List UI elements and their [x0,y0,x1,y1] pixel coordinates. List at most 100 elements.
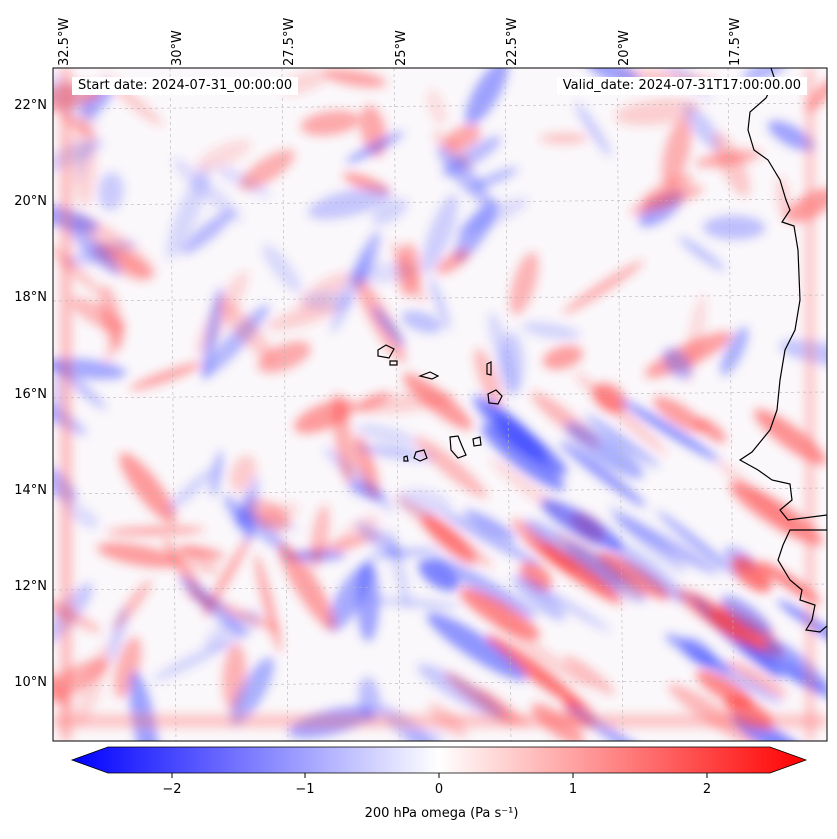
meridian-gridline [504,68,512,741]
ascent-streak [459,588,540,640]
ascent-streak [178,546,219,575]
descent-streak [426,612,527,681]
descent-streak [481,424,565,491]
descent-streak [540,499,623,551]
descent-streak [665,633,732,673]
ascent-streak [563,655,615,696]
descent-streak [202,286,223,380]
boundary-band [60,68,72,741]
descent-streak [662,347,692,380]
descent-streak [742,68,786,82]
coastline [377,68,827,633]
ascent-streak [391,241,426,303]
descent-streak [230,657,275,726]
ascent-streak [445,124,481,151]
ascent-streak [353,435,379,498]
descent-streak [494,414,568,475]
descent-streak [307,186,392,220]
descent-streak [371,198,408,225]
descent-streak [620,399,720,462]
lat-label: 10°N [14,675,47,690]
lat-label: 18°N [14,290,47,305]
descent-streak [463,509,517,541]
lat-label: 12°N [14,579,47,594]
descent-streak [703,215,766,240]
descent-streak [330,246,371,333]
colorbar-tick-label: 2 [702,782,712,797]
ascent-streak [562,260,644,315]
descent-streak [262,244,302,293]
descent-streak [172,158,243,222]
ascent-streak [426,89,447,127]
descent-streak [678,236,726,272]
ascent-streak [696,670,754,709]
ascent-streak [436,249,470,275]
ascent-streak [96,542,180,568]
ascent-streak [354,391,455,414]
descent-streak [107,606,128,662]
descent-streak [575,102,612,157]
descent-streak [345,131,405,164]
ascent-streak [726,660,788,698]
descent-streak [721,595,773,638]
omega-field [53,68,827,741]
descent-streak [465,68,509,126]
descent-streak [584,414,660,468]
descent-streak [368,547,440,559]
descent-streak [67,224,122,276]
ascent-streak [75,643,111,726]
colorbar-tick-label: 0 [434,782,444,797]
descent-streak [401,310,442,334]
cape-verde-fogo [413,449,428,462]
descent-streak [564,422,644,479]
descent-streak [181,209,234,255]
ascent-streak [474,348,503,408]
cape-verde-sal [486,361,492,376]
ascent-streak [776,176,790,222]
ascent-streak [239,149,295,190]
descent-streak [428,276,451,331]
descent-streak [210,450,224,498]
descent-streak [417,663,507,720]
ascent-streak [73,111,97,208]
ascent-streak [420,514,476,564]
lat-label: 14°N [14,483,47,498]
descent-streak [179,575,247,637]
descent-streak [431,555,537,619]
boundary-band [805,68,815,741]
descent-streak [397,489,452,517]
ascent-streak [119,452,177,524]
descent-streak [367,597,462,609]
ascent-streak [106,526,205,536]
descent-streak [777,599,827,651]
descent-streak [387,528,411,609]
ascent-streak [542,345,583,370]
ascent-streak [310,504,330,570]
meridian-gridline [727,68,735,741]
descent-streak [327,564,372,632]
descent-streak [63,502,100,529]
descent-streak [521,321,581,340]
descent-streak [442,511,540,566]
start-date-label: Start date: 2024-07-31_00:00:00 [72,77,299,95]
ascent-streak [539,542,623,605]
lon-label: 30°W [170,30,185,66]
ascent-streak [653,396,706,433]
descent-streak [98,172,124,211]
lat-label: 20°N [14,194,47,209]
cape-verde-sao-vicente [389,360,398,366]
lon-label: 17.5°W [728,17,743,66]
valid-date-label: Valid_date: 2024-07-31T17:00:00.00 [556,77,807,95]
ascent-streak [554,533,645,600]
ascent-streak [509,251,539,316]
colorbar-bar [70,746,808,774]
descent-streak [421,193,458,275]
descent-streak [559,441,647,508]
meridian-gridline [616,68,624,741]
lon-label: 22.5°W [505,17,520,66]
descent-streak [372,306,406,347]
map-frame [52,67,828,742]
meridian-gridline [169,68,177,741]
ascent-streak [99,285,124,350]
